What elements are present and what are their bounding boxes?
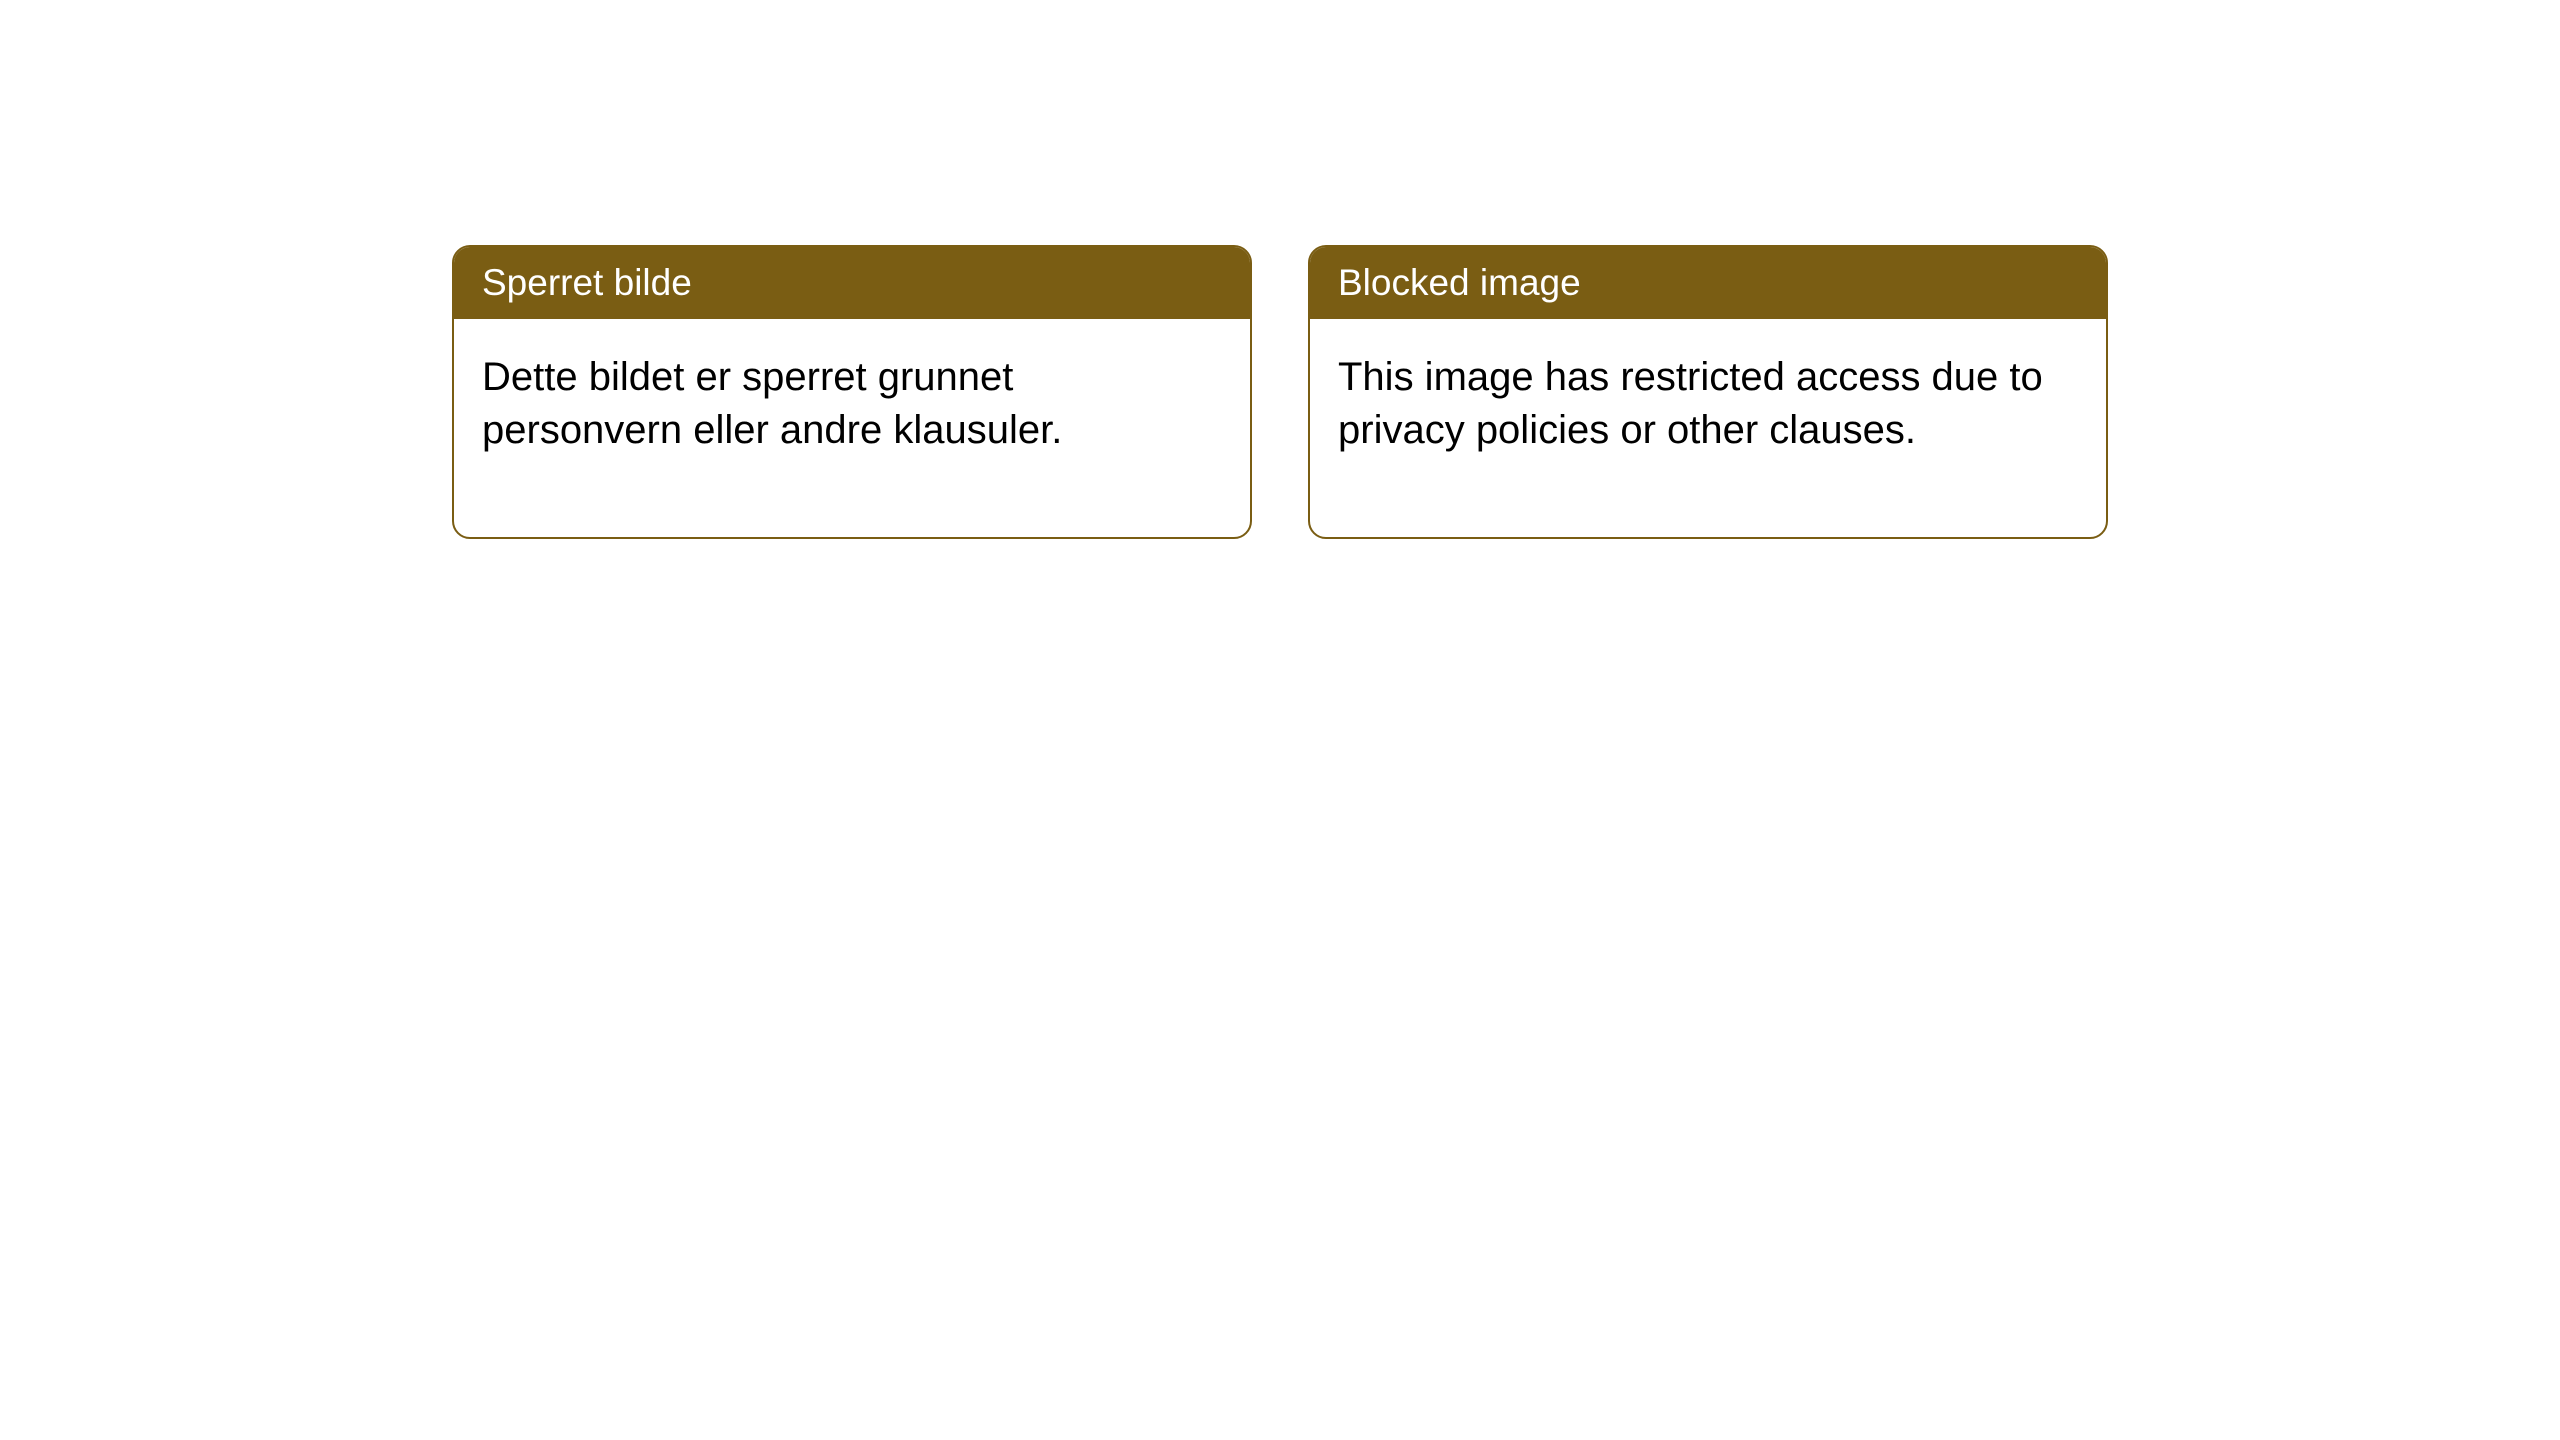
notice-title: Blocked image: [1310, 247, 2106, 319]
notice-container: Sperret bilde Dette bildet er sperret gr…: [452, 245, 2108, 539]
notice-body: This image has restricted access due to …: [1310, 319, 2106, 537]
notice-title: Sperret bilde: [454, 247, 1250, 319]
notice-body: Dette bildet er sperret grunnet personve…: [454, 319, 1250, 537]
notice-card-english: Blocked image This image has restricted …: [1308, 245, 2108, 539]
notice-card-norwegian: Sperret bilde Dette bildet er sperret gr…: [452, 245, 1252, 539]
